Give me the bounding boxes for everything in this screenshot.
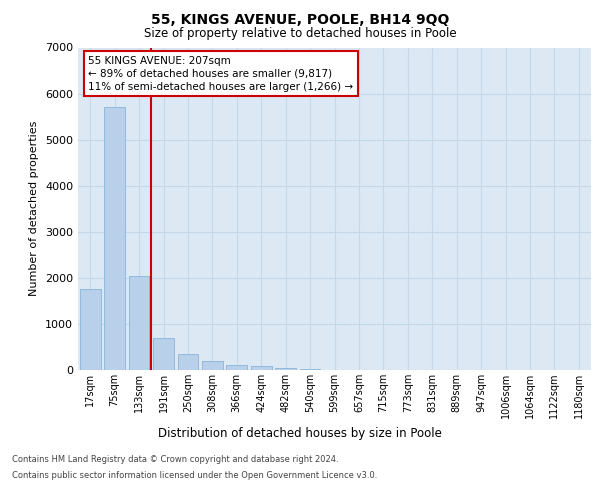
Bar: [153, 338, 174, 370]
Text: 55 KINGS AVENUE: 207sqm
← 89% of detached houses are smaller (9,817)
11% of semi: 55 KINGS AVENUE: 207sqm ← 89% of detache…: [88, 56, 353, 92]
Bar: [178, 354, 199, 370]
Text: 55, KINGS AVENUE, POOLE, BH14 9QQ: 55, KINGS AVENUE, POOLE, BH14 9QQ: [151, 12, 449, 26]
Bar: [128, 276, 149, 370]
Bar: [226, 366, 247, 370]
Text: Distribution of detached houses by size in Poole: Distribution of detached houses by size …: [158, 428, 442, 440]
Y-axis label: Number of detached properties: Number of detached properties: [29, 121, 40, 296]
Bar: [299, 368, 320, 370]
Bar: [80, 290, 101, 370]
Bar: [275, 368, 296, 370]
Bar: [104, 108, 125, 370]
Bar: [251, 366, 272, 370]
Text: Contains HM Land Registry data © Crown copyright and database right 2024.: Contains HM Land Registry data © Crown c…: [12, 455, 338, 464]
Bar: [202, 361, 223, 370]
Text: Size of property relative to detached houses in Poole: Size of property relative to detached ho…: [143, 28, 457, 40]
Text: Contains public sector information licensed under the Open Government Licence v3: Contains public sector information licen…: [12, 471, 377, 480]
